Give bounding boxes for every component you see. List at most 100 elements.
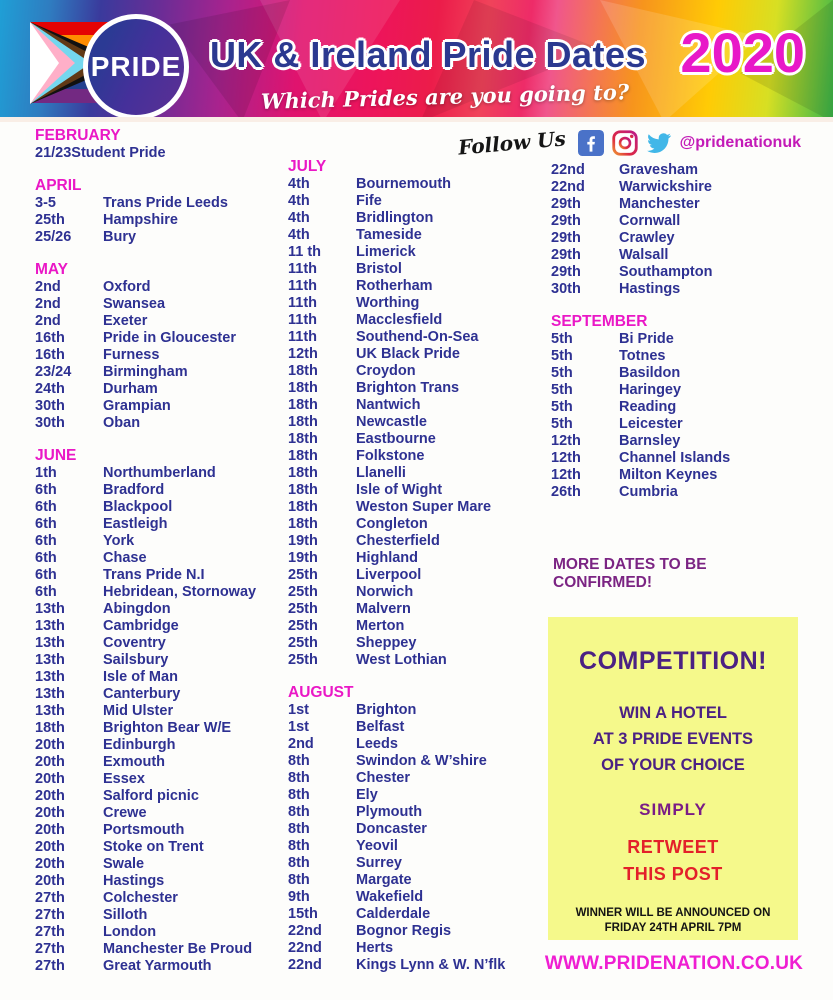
month-section: 22nd Gravesham 22nd Warwickshire 29th Manches… — [551, 162, 813, 298]
website-url[interactable]: WWW.PRIDENATION.CO.UK — [544, 953, 804, 974]
instagram-icon[interactable] — [611, 130, 638, 156]
prize-line3: OF YOUR CHOICE — [601, 756, 745, 774]
date-cell: 20th — [35, 788, 65, 804]
date-cell: 29th — [551, 196, 581, 212]
date-cell: 30th — [35, 398, 65, 414]
pride-date-row: 12th Barnsley — [551, 433, 813, 450]
location-cell: Warwickshire — [619, 179, 712, 195]
date-cell: 5th — [551, 365, 573, 381]
date-cell: 13th — [35, 652, 65, 668]
location-cell: Plymouth — [356, 804, 423, 820]
location-cell: Tameside — [356, 227, 422, 243]
location-cell: Salford picnic — [103, 788, 199, 804]
pride-date-row: 9th Wakefield — [288, 889, 543, 906]
date-cell: 16th — [35, 330, 65, 346]
pride-date-row: 8th Ely — [288, 787, 543, 804]
competition-action: RETWEET THIS POST — [548, 834, 798, 888]
pride-date-row: 6th Hebridean, Stornoway — [35, 584, 283, 601]
twitter-icon[interactable] — [646, 130, 672, 156]
date-cell: 3-5 — [35, 195, 56, 211]
competition-title: COMPETITION! — [579, 647, 767, 675]
location-cell: Margate — [356, 872, 412, 888]
date-cell: 18th — [288, 482, 318, 498]
date-cell: 8th — [288, 804, 310, 820]
twitter-handle[interactable]: @pridenationuk — [679, 134, 801, 151]
location-cell: Malvern — [356, 601, 411, 617]
pride-date-row: 18th Newcastle — [288, 414, 543, 431]
pride-date-row: 11th Bristol — [288, 261, 543, 278]
date-cell: 6th — [35, 567, 57, 583]
date-cell: 6th — [35, 533, 57, 549]
date-cell: 30th — [551, 281, 581, 297]
date-cell: 26th — [551, 484, 581, 500]
date-cell: 21/23 — [35, 145, 72, 161]
pride-date-row: 13th Canterbury — [35, 686, 283, 703]
location-cell: Bournemouth — [356, 176, 452, 192]
pride-date-row: 12th Channel Islands — [551, 450, 813, 467]
pride-date-row: 1st Brighton — [288, 702, 543, 719]
pride-date-row: 12th Milton Keynes — [551, 467, 813, 484]
location-cell: Isle of Man — [103, 669, 178, 685]
date-cell: 5th — [551, 382, 573, 398]
date-cell: 4th — [288, 176, 310, 192]
date-cell: 13th — [35, 686, 65, 702]
pride-date-row: 25th Hampshire — [35, 212, 283, 229]
pride-date-row: 22nd Herts — [288, 940, 543, 957]
month-header: SEPTEMBER — [551, 313, 648, 330]
pride-date-row: 29th Crawley — [551, 230, 813, 247]
poster-year: 2020 — [680, 21, 805, 84]
more-dates-line2: CONFIRMED! — [553, 574, 653, 591]
date-cell: 25th — [288, 584, 318, 600]
date-cell: 27th — [35, 907, 65, 923]
month-header: JUNE — [35, 447, 77, 464]
date-cell: 18th — [288, 363, 318, 379]
date-cell: 16th — [35, 347, 65, 363]
pride-logo-circle: PRIDE — [83, 14, 189, 120]
date-cell: 22nd — [288, 923, 322, 939]
more-dates-note: MORE DATES TO BE CONFIRMED! — [553, 556, 793, 592]
pride-date-row: 13th Mid Ulster — [35, 703, 283, 720]
location-cell: Stoke on Trent — [103, 839, 204, 855]
date-cell: 8th — [288, 872, 310, 888]
location-cell: Oban — [103, 415, 141, 431]
date-cell: 6th — [35, 482, 57, 498]
date-cell: 29th — [551, 213, 581, 229]
pride-date-row: 4th Tameside — [288, 227, 543, 244]
pride-date-row: 12th UK Black Pride — [288, 346, 543, 363]
date-cell: 18th — [288, 414, 318, 430]
location-cell: Bognor Regis — [356, 923, 452, 939]
pride-date-row: 8th Margate — [288, 872, 543, 889]
date-cell: 22nd — [288, 940, 322, 956]
location-cell: Worthing — [356, 295, 420, 311]
pride-date-row: 18th Croydon — [288, 363, 543, 380]
poster-subtitle: Which Prides are you going to? — [260, 79, 630, 114]
date-cell: 15th — [288, 906, 318, 922]
pride-date-row: 1th Northumberland — [35, 465, 283, 482]
pride-date-row: 4th Fife — [288, 193, 543, 210]
date-cell: 8th — [288, 838, 310, 854]
pride-date-row: 24th Durham — [35, 381, 283, 398]
facebook-icon[interactable] — [577, 130, 604, 156]
date-cell: 6th — [35, 516, 57, 532]
date-cell: 5th — [551, 416, 573, 432]
action-line1: RETWEET — [627, 837, 719, 857]
pride-date-row: 22nd Gravesham — [551, 162, 813, 179]
date-cell: 18th — [288, 499, 318, 515]
month-section: JULY 4th Bournemouth 4th Fife 4th Bridlington 4… — [288, 158, 543, 669]
location-cell: Cornwall — [619, 213, 681, 229]
competition-box: COMPETITION! WIN A HOTEL AT 3 PRIDE EVEN… — [548, 617, 798, 940]
date-cell: 25th — [35, 212, 65, 228]
location-cell: Walsall — [619, 247, 669, 263]
date-cell: 6th — [35, 584, 57, 600]
location-cell: Eastleigh — [103, 516, 168, 532]
location-cell: London — [103, 924, 157, 940]
pride-date-row: 13th Cambridge — [35, 618, 283, 635]
location-cell: Doncaster — [356, 821, 427, 837]
location-cell: Trans Pride Leeds — [103, 195, 228, 211]
action-line2: THIS POST — [623, 864, 723, 884]
date-cell: 25th — [288, 618, 318, 634]
date-cell: 12th — [551, 467, 581, 483]
location-cell: Student Pride — [71, 145, 166, 161]
date-cell: 22nd — [288, 957, 322, 973]
location-cell: Isle of Wight — [356, 482, 443, 498]
